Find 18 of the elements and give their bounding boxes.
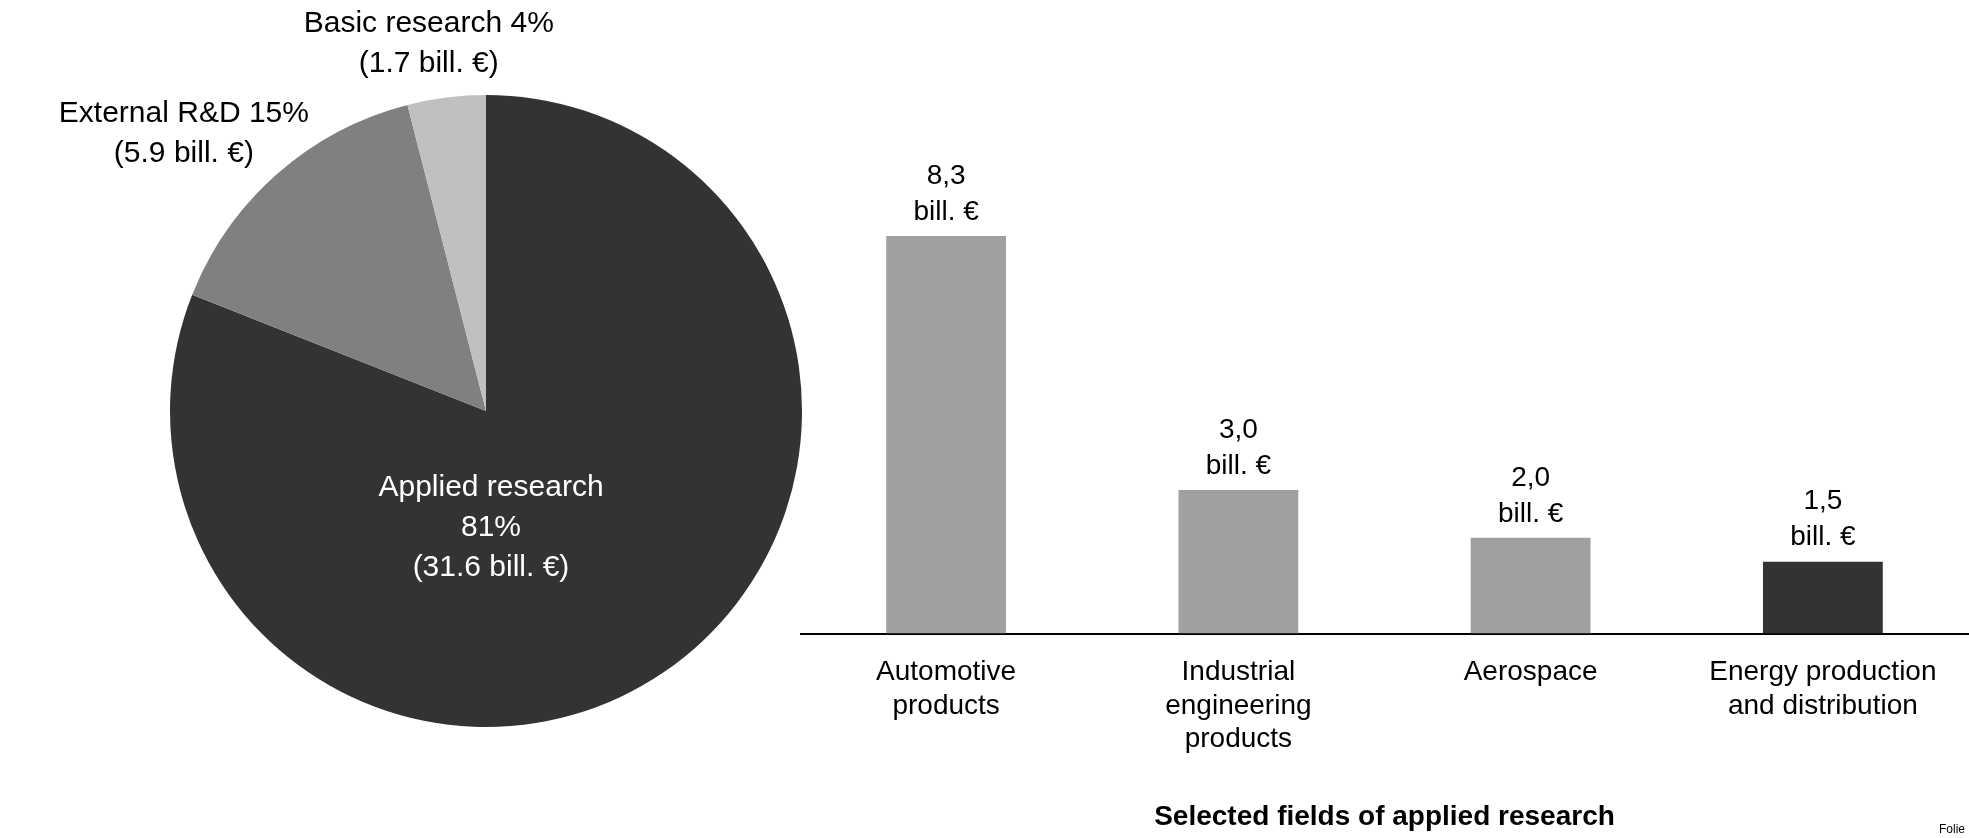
data-label: 2,0 bill. € — [1497, 460, 1564, 528]
slice-label: Applied research — [378, 469, 604, 503]
text: Folie — [1938, 822, 1965, 836]
data-label: 3,0 bill. € — [1205, 412, 1272, 480]
x-tick-label: Industrial engineering products — [1165, 655, 1312, 754]
data-label: 81% (31.6 bill. €) — [412, 509, 570, 583]
bar — [886, 236, 1007, 634]
slice-label: External R&D 15% (5.9 bill. €) — [58, 94, 309, 168]
bar — [1762, 561, 1883, 634]
bar — [1470, 537, 1591, 634]
data-label: 1,5 bill. € — [1790, 484, 1856, 552]
slice-label: Basic research 4% (1.7 bill. €) — [303, 5, 554, 79]
bar — [1178, 489, 1299, 634]
x-tick-label: Energy production and distribution — [1709, 655, 1937, 720]
x-tick-label: Automotive products — [876, 655, 1017, 720]
x-tick-label: Aerospace — [1463, 655, 1598, 687]
data-label: 8,3 bill. € — [913, 158, 980, 226]
x-axis-title: Selected fields of applied research — [1154, 799, 1615, 831]
